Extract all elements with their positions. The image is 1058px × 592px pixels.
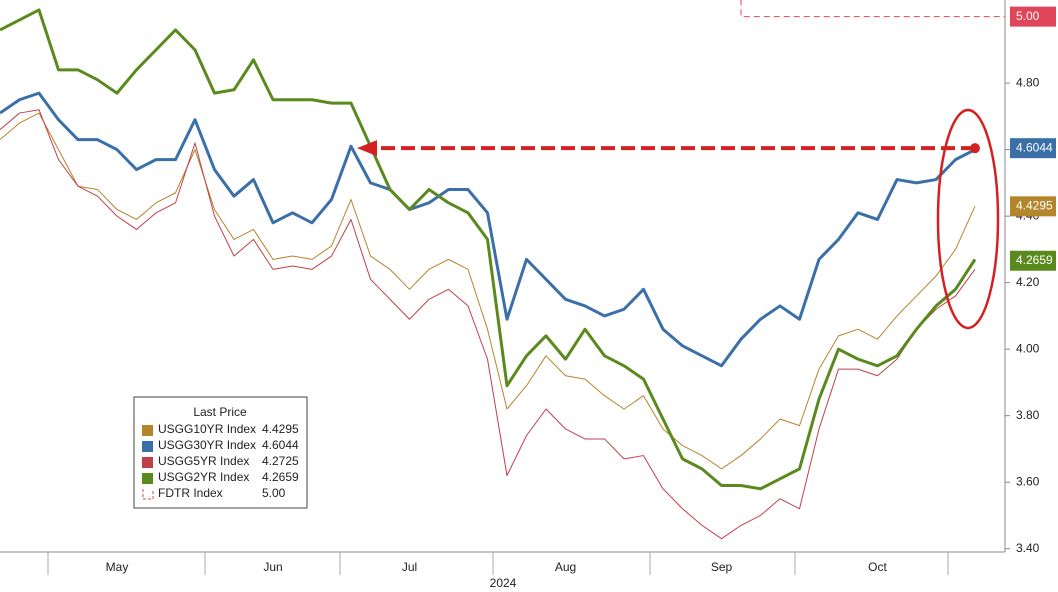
- y-tick-label: 3.80: [1016, 408, 1040, 422]
- legend-swatch: [142, 441, 153, 452]
- legend-label: FDTR Index: [158, 486, 223, 500]
- legend-value: 4.2659: [262, 470, 299, 484]
- annotation-ellipse: [936, 108, 1000, 330]
- x-tick-label: Jun: [263, 560, 282, 574]
- legend-box: [133, 396, 308, 509]
- x-tick-label: Sep: [711, 560, 733, 574]
- value-tag-label: 4.6044: [1016, 140, 1053, 154]
- legend-label: USGG30YR Index: [158, 438, 256, 452]
- value-tag: [1010, 250, 1056, 271]
- x-axis-year: 2024: [490, 576, 517, 590]
- value-tag: [1010, 196, 1056, 217]
- legend-value: 4.4295: [262, 422, 299, 436]
- legend-label: USGG2YR Index: [158, 470, 249, 484]
- value-tag-label: 4.4295: [1016, 199, 1053, 213]
- x-tick-label: Aug: [555, 560, 576, 574]
- value-tag: [1010, 138, 1056, 159]
- legend-value: 5.00: [262, 486, 286, 500]
- annotation-dot: [970, 143, 980, 154]
- x-tick-label: Jul: [402, 560, 417, 574]
- legend-swatch: [142, 473, 153, 484]
- y-tick-label: 3.60: [1016, 474, 1040, 488]
- value-tag-label: 5.00: [1016, 9, 1040, 23]
- y-tick-label: 4.20: [1016, 275, 1040, 289]
- series-line: [740, 0, 1005, 18]
- y-tick-label: 3.40: [1016, 541, 1040, 555]
- value-tag-label: 4.2659: [1016, 253, 1053, 267]
- value-tag: [1010, 6, 1056, 27]
- legend-value: 4.6044: [262, 438, 299, 452]
- annotation-arrowhead: [357, 140, 377, 157]
- legend-swatch: [142, 489, 154, 500]
- legend-swatch: [142, 425, 153, 436]
- legend-value: 4.2725: [262, 454, 299, 468]
- y-tick-label: 4.00: [1016, 341, 1040, 355]
- legend-title: Last Price: [193, 405, 247, 419]
- x-tick-label: May: [106, 560, 129, 574]
- legend-label: USGG10YR Index: [158, 422, 256, 436]
- y-tick-label: 4.80: [1016, 75, 1040, 89]
- series-line: [0, 112, 976, 470]
- series-line: [0, 91, 976, 368]
- legend-label: USGG5YR Index: [158, 454, 249, 468]
- plot-area: [0, 0, 1005, 540]
- series-line: [0, 8, 977, 491]
- series-line: [0, 109, 976, 540]
- x-tick-label: Oct: [868, 560, 887, 574]
- legend-swatch: [142, 457, 153, 468]
